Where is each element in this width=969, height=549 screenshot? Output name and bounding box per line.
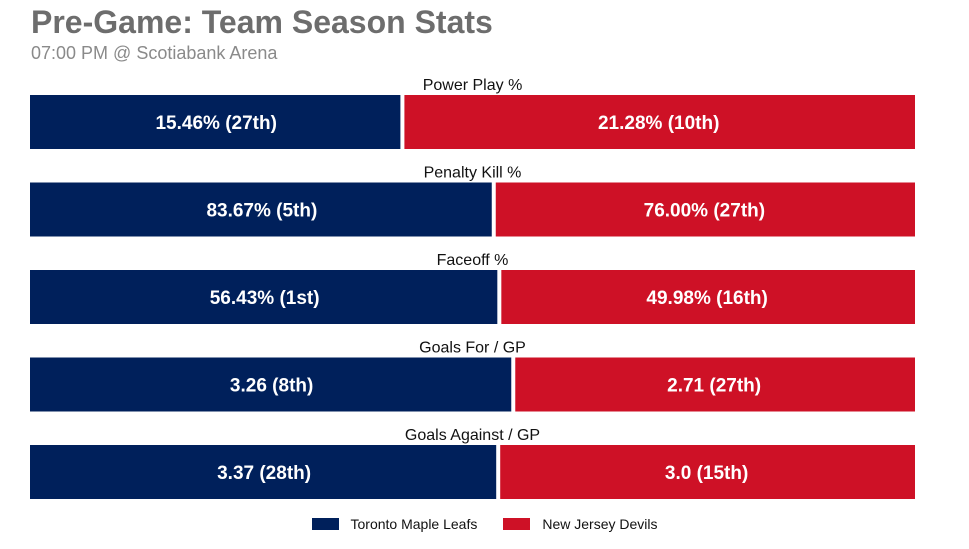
bar-team-b-goals-for-gp [515, 357, 915, 412]
legend-label-team-a: Toronto Maple Leafs [350, 516, 478, 532]
bar-team-b-faceoff [501, 270, 915, 324]
legend: Toronto Maple Leafs New Jersey Devils [0, 516, 969, 532]
legend-item-team-b: New Jersey Devils [503, 516, 658, 532]
value-label-team-a-penalty-kill: 83.67% (5th) [206, 201, 317, 222]
bar-team-a-goals-for-gp [30, 357, 512, 412]
category-label-penalty-kill: Penalty Kill % [424, 165, 522, 182]
legend-label-team-b: New Jersey Devils [542, 516, 658, 532]
value-label-team-b-power-play: 21.28% (10th) [598, 113, 719, 134]
value-label-team-b-penalty-kill: 76.00% (27th) [644, 201, 765, 222]
bar-team-b-penalty-kill [495, 182, 915, 237]
value-label-team-b-faceoff: 49.98% (16th) [646, 288, 767, 309]
category-label-goals-for-gp: Goals For / GP [419, 340, 526, 357]
value-label-team-b-goals-against-gp: 3.0 (15th) [665, 463, 748, 484]
chart-title: Pre-Game: Team Season Stats [31, 4, 493, 40]
bar-team-a-faceoff [30, 270, 498, 324]
category-label-goals-against-gp: Goals Against / GP [405, 427, 540, 444]
value-label-team-b-goals-for-gp: 2.71 (27th) [667, 376, 761, 397]
value-label-team-a-faceoff: 56.43% (1st) [210, 288, 320, 309]
legend-swatch-team-a [311, 518, 339, 530]
bar-team-a-goals-against-gp [30, 445, 497, 499]
bar-team-b-power-play [404, 95, 915, 149]
chart-subtitle: 07:00 PM @ Scotiabank Arena [31, 43, 278, 63]
category-label-faceoff: Faceoff % [437, 252, 509, 269]
value-label-team-a-goals-against-gp: 3.37 (28th) [217, 463, 311, 484]
legend-swatch-team-b [503, 518, 531, 530]
category-label-power-play: Power Play % [423, 77, 523, 94]
value-label-team-a-power-play: 15.46% (27th) [155, 113, 276, 134]
value-label-team-a-goals-for-gp: 3.26 (8th) [230, 376, 313, 397]
bar-team-b-goals-against-gp [500, 445, 915, 499]
bar-team-a-power-play [30, 95, 401, 149]
legend-item-team-a: Toronto Maple Leafs [311, 516, 478, 532]
bar-team-a-penalty-kill [30, 182, 492, 237]
